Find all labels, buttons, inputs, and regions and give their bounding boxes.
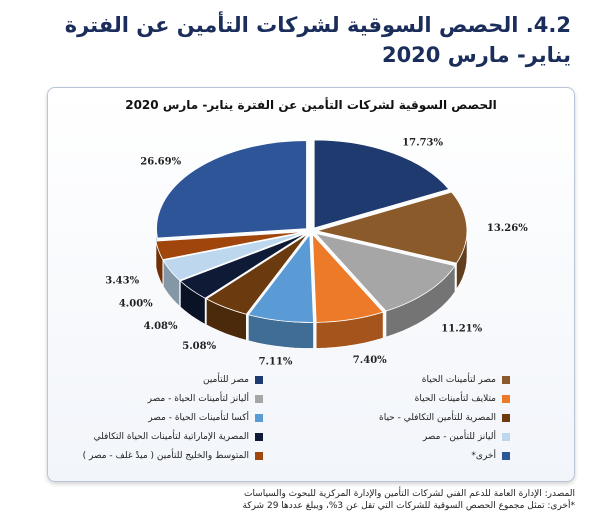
- pie-slice-9: [156, 140, 307, 239]
- pie-slice-7: [162, 232, 306, 281]
- legend-item: المتوسط والخليج للتأمين ( ميدْ غلف - مصر…: [83, 448, 263, 464]
- legend-swatch: [255, 376, 263, 384]
- legend-item: مصر لتأمينات الحياة: [422, 372, 510, 388]
- legend-item: أكسا لتأمينات الحياة - مصر: [148, 410, 263, 426]
- pie-slice-6: [179, 232, 307, 299]
- pie-data-label-6: 4.08%: [144, 321, 178, 332]
- legend-label: المتوسط والخليج للتأمين ( ميدْ غلف - مصر…: [82, 451, 249, 461]
- legend-swatch: [502, 395, 510, 403]
- legend-label: مصر للتأمين: [202, 375, 249, 385]
- pie-data-label-3: 7.40%: [353, 355, 387, 366]
- pie-data-label-8: 3.43%: [105, 275, 139, 286]
- pie-slice-2: [314, 232, 456, 312]
- legend-label: مصر لتأمينات الحياة: [421, 375, 496, 385]
- legend-swatch: [255, 414, 263, 422]
- legend-item: أليانز للتأمين - مصر: [423, 429, 510, 445]
- page-heading: 4.2. الحصص السوقية لشركات التأمين عن الف…: [11, 10, 571, 70]
- pie-data-label-1: 13.26%: [487, 223, 528, 234]
- legend-swatch: [255, 395, 263, 403]
- legend-swatch: [502, 452, 510, 460]
- legend-swatch: [502, 414, 510, 422]
- legend-item: أخرى*: [471, 448, 510, 464]
- legend-label: أليانز لتأمينات الحياة - مصر: [147, 394, 249, 404]
- heading-line-2: يناير- مارس 2020: [381, 43, 571, 67]
- legend-label: أخرى*: [471, 451, 496, 461]
- others-footnote: *أخرى: تمثل مجموع الحصص السوقية للشركات …: [242, 501, 575, 511]
- chart-legend: مصر للتأمين مصر لتأمينات الحياة أليانز لتأ…: [60, 372, 510, 468]
- pie-slice-8: [155, 231, 306, 261]
- source-text: المصدر: الإدارة العامة للدعم الفني لشركا…: [243, 489, 575, 499]
- pie-slice-4: [247, 233, 314, 323]
- legend-item: المصرية للتأمين التكافلي - حياة: [379, 410, 510, 426]
- pie-slice-1: [315, 191, 468, 264]
- pie-labels: 17.73% 13.26% 11.21% 7.40% 7.11% 5.08% 4.08% 4.…: [105, 137, 528, 367]
- legend-item: مصر للتأمين: [203, 372, 263, 388]
- pie-sides: [155, 228, 468, 349]
- legend-label: أكسا لتأمينات الحياة - مصر: [148, 413, 249, 423]
- pie-data-label-2: 11.21%: [441, 323, 482, 334]
- pie-data-label-4: 7.11%: [259, 357, 293, 368]
- legend-item: متلايف لتأمينات الحياة: [415, 391, 510, 407]
- pie-data-label-0: 17.73%: [402, 137, 443, 148]
- pie-data-label-7: 4.00%: [119, 299, 153, 310]
- legend-label: متلايف لتأمينات الحياة: [414, 394, 496, 404]
- legend-swatch: [502, 376, 510, 384]
- chart-panel: الحصص السوقية لشركات التأمين عن الفترة ي…: [47, 87, 575, 482]
- pie-data-label-5: 5.08%: [182, 341, 216, 352]
- legend-item: أليانز لتأمينات الحياة - مصر: [148, 391, 263, 407]
- legend-label: المصرية الإماراتية لتأمينات الحياة التكا…: [93, 432, 249, 442]
- pie-data-label-9: 26.69%: [140, 156, 181, 167]
- legend-swatch: [502, 433, 510, 441]
- legend-label: المصرية للتأمين التكافلي - حياة: [379, 413, 496, 423]
- heading-line-1: 4.2. الحصص السوقية لشركات التأمين عن الف…: [64, 13, 571, 37]
- pie-slice-5: [205, 233, 309, 315]
- pie-tops: [155, 139, 468, 323]
- chart-title: الحصص السوقية لشركات التأمين عن الفترة ي…: [125, 98, 497, 112]
- legend-label: أليانز للتأمين - مصر: [422, 432, 496, 442]
- legend-item: المصرية الإماراتية لتأمينات الحياة التكا…: [94, 429, 263, 445]
- source-notes: المصدر: الإدارة العامة للدعم الفني لشركا…: [15, 488, 575, 512]
- legend-swatch: [255, 433, 263, 441]
- pie-slice-3: [312, 233, 384, 323]
- pie-slice-0: [313, 139, 450, 229]
- legend-swatch: [255, 452, 263, 460]
- pie-chart: 17.73% 13.26% 11.21% 7.40% 7.11% 5.08% 4.08% 4.…: [105, 137, 528, 367]
